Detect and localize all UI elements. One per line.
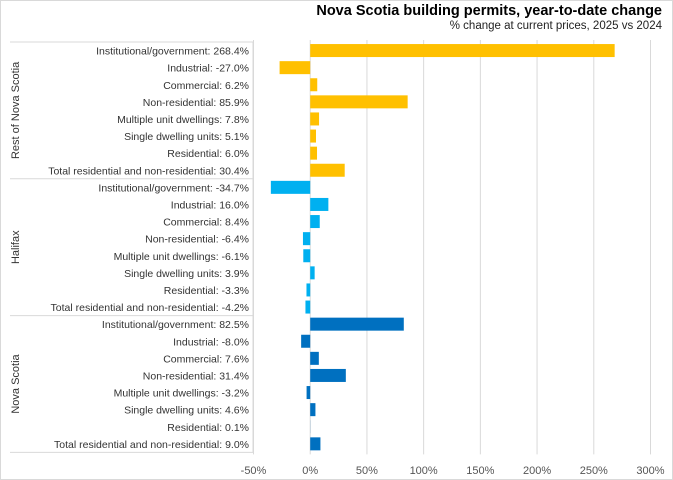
x-tick-label: 0% [302, 465, 318, 477]
category-label: Institutional/government: 268.4% [96, 46, 249, 58]
category-label: Commercial: 8.4% [163, 217, 249, 229]
bar [310, 78, 318, 92]
category-label: Total residential and non-residential: -… [51, 302, 249, 314]
bar [270, 180, 311, 194]
category-label: Residential: 6.0% [167, 148, 249, 160]
bar [310, 215, 320, 229]
bar [310, 129, 316, 143]
category-label: Industrial: -8.0% [173, 336, 249, 348]
group-label: Halifax [10, 230, 22, 264]
x-tick-label: 50% [356, 465, 378, 477]
category-labels: Institutional/government: 268.4% Industri… [48, 46, 249, 451]
x-tick-label: 200% [523, 465, 551, 477]
bar [310, 403, 316, 417]
x-tick-label: 150% [466, 465, 494, 477]
category-label: Residential: 0.1% [167, 422, 249, 434]
bar [310, 163, 345, 177]
category-label: Single dwelling units: 4.6% [124, 405, 249, 417]
bar [310, 197, 329, 211]
category-label: Institutional/government: 82.5% [102, 319, 249, 331]
bar [310, 368, 346, 382]
category-label: Multiple unit dwellings: 7.8% [117, 114, 249, 126]
x-tick-label: 300% [636, 465, 664, 477]
bar [303, 249, 311, 263]
category-label: Non-residential: 31.4% [143, 370, 249, 382]
bars [270, 44, 615, 451]
bar [301, 334, 311, 348]
bar [305, 300, 311, 314]
category-label: Total residential and non-residential: 9… [54, 439, 249, 451]
category-label: Commercial: 6.2% [163, 80, 249, 92]
bar [310, 44, 615, 58]
chart-subtitle: % change at current prices, 2025 vs 2024 [449, 20, 662, 32]
category-label: Residential: -3.3% [164, 285, 249, 297]
bar [310, 437, 321, 451]
category-label: Total residential and non-residential: 3… [48, 165, 249, 177]
category-label: Non-residential: 85.9% [143, 97, 249, 109]
x-tick-label: -50% [241, 465, 267, 477]
group-label: Rest of Nova Scotia [10, 61, 22, 159]
category-label: Multiple unit dwellings: -6.1% [114, 251, 249, 263]
bar [310, 95, 408, 109]
bar [306, 283, 311, 297]
category-label: Institutional/government: -34.7% [98, 182, 249, 194]
bar [310, 317, 404, 331]
group-labels: Rest of Nova Scotia Halifax Nova Scotia [10, 41, 254, 453]
category-label: Commercial: 7.6% [163, 353, 249, 365]
group-label: Nova Scotia [10, 353, 22, 413]
bar [279, 61, 311, 75]
category-label: Single dwelling units: 5.1% [124, 131, 249, 143]
category-label: Industrial: 16.0% [171, 199, 249, 211]
x-axis-ticks: -50% 0% 50% 100% 150% 200% 250% 300% [241, 465, 665, 477]
x-tick-label: 250% [580, 465, 608, 477]
x-tick-label: 100% [410, 465, 438, 477]
bar [310, 112, 320, 126]
category-label: Non-residential: -6.4% [145, 234, 249, 246]
bar [306, 386, 311, 400]
bar [302, 232, 311, 246]
bar [310, 266, 315, 280]
category-label: Industrial: -27.0% [167, 63, 249, 75]
category-label: Single dwelling units: 3.9% [124, 268, 249, 280]
bar [310, 146, 318, 160]
chart-title: Nova Scotia building permits, year-to-da… [316, 3, 662, 19]
bar [310, 351, 319, 365]
category-label: Multiple unit dwellings: -3.2% [114, 388, 249, 400]
